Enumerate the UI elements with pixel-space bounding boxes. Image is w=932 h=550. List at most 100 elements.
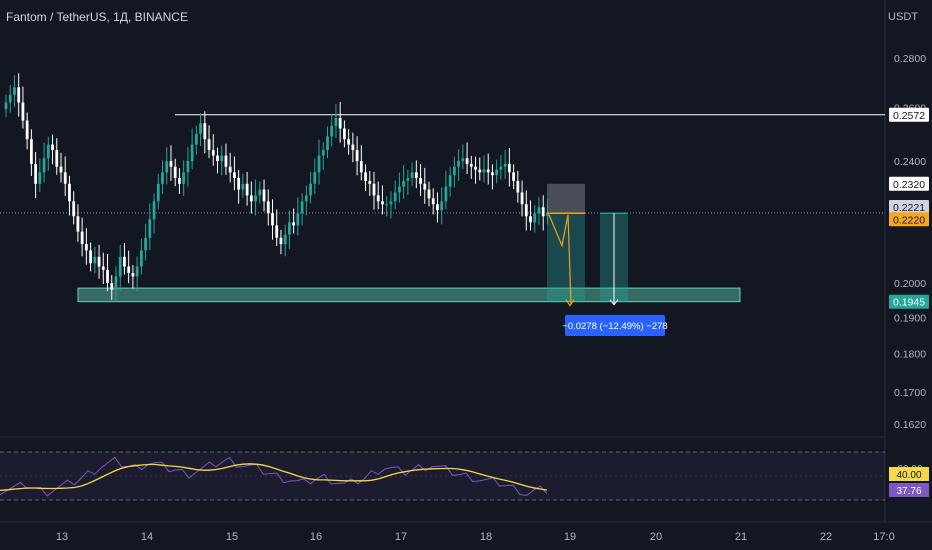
- candle-body: [4, 102, 8, 110]
- zones: [77, 114, 885, 303]
- candle-body: [546, 213, 549, 217]
- candle-body: [76, 216, 80, 232]
- candle-body: [110, 283, 114, 290]
- candle-body: [127, 266, 131, 274]
- candles: [4, 73, 549, 302]
- candle-body: [203, 123, 207, 140]
- price-badge-level-text: 0.2320: [893, 179, 925, 191]
- candle-body: [292, 222, 296, 226]
- candle-body: [46, 144, 50, 159]
- candle-body: [254, 195, 257, 202]
- candle-body: [529, 216, 532, 223]
- candle-body: [452, 166, 456, 176]
- rsi-ma-value: 40.00: [896, 470, 921, 481]
- candle-body: [334, 117, 338, 126]
- candle-body: [169, 161, 173, 167]
- candle-body: [321, 150, 325, 156]
- candle-body: [309, 183, 312, 196]
- candle-body: [427, 189, 431, 199]
- candle-body: [397, 186, 401, 193]
- stop-box: [547, 183, 585, 214]
- rsi-ma-badge: [889, 467, 929, 481]
- symbol-title[interactable]: Fantom / TetherUS, 1Д, BINANCE: [6, 10, 188, 24]
- candle-body: [419, 178, 422, 184]
- candle-body: [106, 269, 109, 284]
- candle-body: [123, 256, 126, 267]
- candle-body: [262, 189, 266, 202]
- price-badge-entry: [889, 212, 929, 227]
- time-tick: 17:0: [873, 531, 894, 543]
- projection-arrowhead: [565, 299, 575, 307]
- candle-body: [161, 172, 164, 184]
- candle-body: [347, 139, 351, 145]
- projection-path: [548, 214, 572, 305]
- candle-body: [114, 276, 118, 290]
- candle-body: [241, 183, 245, 190]
- candle-body: [389, 201, 393, 205]
- candle-body: [436, 204, 439, 211]
- candle-body: [29, 139, 33, 164]
- time-tick: 22: [820, 531, 832, 543]
- rsi-pane: [0, 451, 885, 501]
- price-badge-level: [889, 176, 929, 191]
- candle-body: [13, 87, 16, 95]
- candle-body: [368, 180, 372, 184]
- candle-body: [503, 163, 507, 167]
- candle-body: [220, 155, 224, 162]
- candle-body: [372, 183, 376, 196]
- candle-body: [17, 87, 21, 103]
- price-badge-entry-text: 0.2220: [893, 214, 925, 226]
- rsi-line: [0, 456, 548, 497]
- candle-body: [351, 144, 355, 151]
- candle-body: [457, 161, 461, 167]
- measure-arrowhead: [609, 299, 619, 306]
- candle-body: [55, 150, 59, 167]
- candle-body: [533, 213, 537, 223]
- candle-body: [491, 172, 494, 176]
- candle-body: [59, 166, 63, 173]
- candle-body: [326, 136, 329, 151]
- candle-body: [448, 175, 452, 187]
- candle-body: [266, 201, 270, 214]
- rsi-value-badge: [889, 483, 929, 497]
- candle-body: [275, 225, 279, 238]
- rsi-ma-line: [0, 463, 548, 492]
- candle-body: [118, 256, 122, 277]
- candle-body: [359, 161, 363, 173]
- candle-body: [249, 195, 253, 202]
- overlays: −0.0278 (−12.49%) −278: [547, 212, 668, 336]
- candle-body: [25, 120, 29, 140]
- candle-body: [178, 178, 181, 184]
- price-tick: 0.2400: [894, 156, 926, 168]
- candle-body: [330, 125, 334, 137]
- candle-body: [228, 166, 232, 173]
- candle-body: [300, 201, 304, 214]
- candle-body: [148, 219, 152, 238]
- rsi-value: 37.76: [896, 486, 921, 497]
- candle-body: [72, 201, 76, 217]
- candle-body: [190, 144, 194, 162]
- candle-body: [440, 201, 444, 211]
- candle-body: [186, 161, 190, 173]
- price-badge-target-text: 0.1945: [893, 297, 925, 309]
- candle-body: [364, 172, 367, 181]
- grid: [0, 0, 932, 523]
- candle-body: [402, 180, 406, 187]
- candle-body: [245, 183, 249, 196]
- currency-label[interactable]: USDT: [888, 11, 918, 23]
- candle-body: [423, 183, 427, 190]
- candle-body: [233, 172, 236, 179]
- time-tick: 19: [564, 531, 576, 543]
- time-tick: 14: [141, 531, 153, 543]
- measure-badge: [565, 315, 665, 336]
- candle-body: [317, 155, 321, 173]
- candle-body: [469, 163, 473, 167]
- candle-body: [406, 178, 410, 181]
- time-tick: 13: [56, 531, 68, 543]
- candle-body: [93, 256, 97, 264]
- candle-body: [495, 169, 499, 176]
- time-tick: 17: [395, 531, 407, 543]
- candle-body: [237, 178, 241, 190]
- candle-body: [211, 150, 215, 156]
